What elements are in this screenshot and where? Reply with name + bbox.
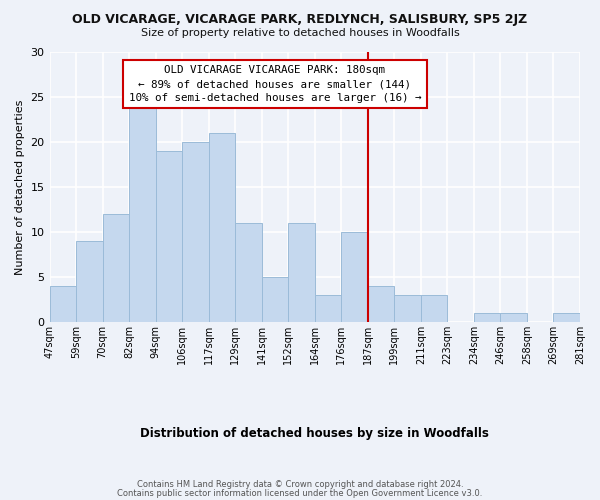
Bar (262, 277, 288, 322)
Bar (129, 106, 155, 322)
Bar (553, 314, 580, 322)
Bar (474, 314, 500, 322)
Text: Contains public sector information licensed under the Open Government Licence v3: Contains public sector information licen… (118, 488, 482, 498)
Y-axis label: Number of detached properties: Number of detached properties (15, 99, 25, 274)
Bar (394, 296, 421, 322)
Bar (50, 286, 76, 323)
Bar (315, 296, 341, 322)
Text: Contains HM Land Registry data © Crown copyright and database right 2024.: Contains HM Land Registry data © Crown c… (137, 480, 463, 489)
Bar (235, 223, 262, 322)
Bar (500, 314, 527, 322)
Text: OLD VICARAGE, VICARAGE PARK, REDLYNCH, SALISBURY, SP5 2JZ: OLD VICARAGE, VICARAGE PARK, REDLYNCH, S… (73, 12, 527, 26)
Bar (421, 296, 448, 322)
Bar (182, 142, 209, 322)
Bar (288, 223, 315, 322)
Bar (155, 151, 182, 322)
Bar (103, 214, 129, 322)
Text: OLD VICARAGE VICARAGE PARK: 180sqm
← 89% of detached houses are smaller (144)
10: OLD VICARAGE VICARAGE PARK: 180sqm ← 89%… (129, 65, 421, 103)
X-axis label: Distribution of detached houses by size in Woodfalls: Distribution of detached houses by size … (140, 427, 489, 440)
Bar (368, 286, 394, 323)
Bar (76, 241, 103, 322)
Text: Size of property relative to detached houses in Woodfalls: Size of property relative to detached ho… (140, 28, 460, 38)
Bar (341, 232, 368, 322)
Bar (209, 133, 235, 322)
